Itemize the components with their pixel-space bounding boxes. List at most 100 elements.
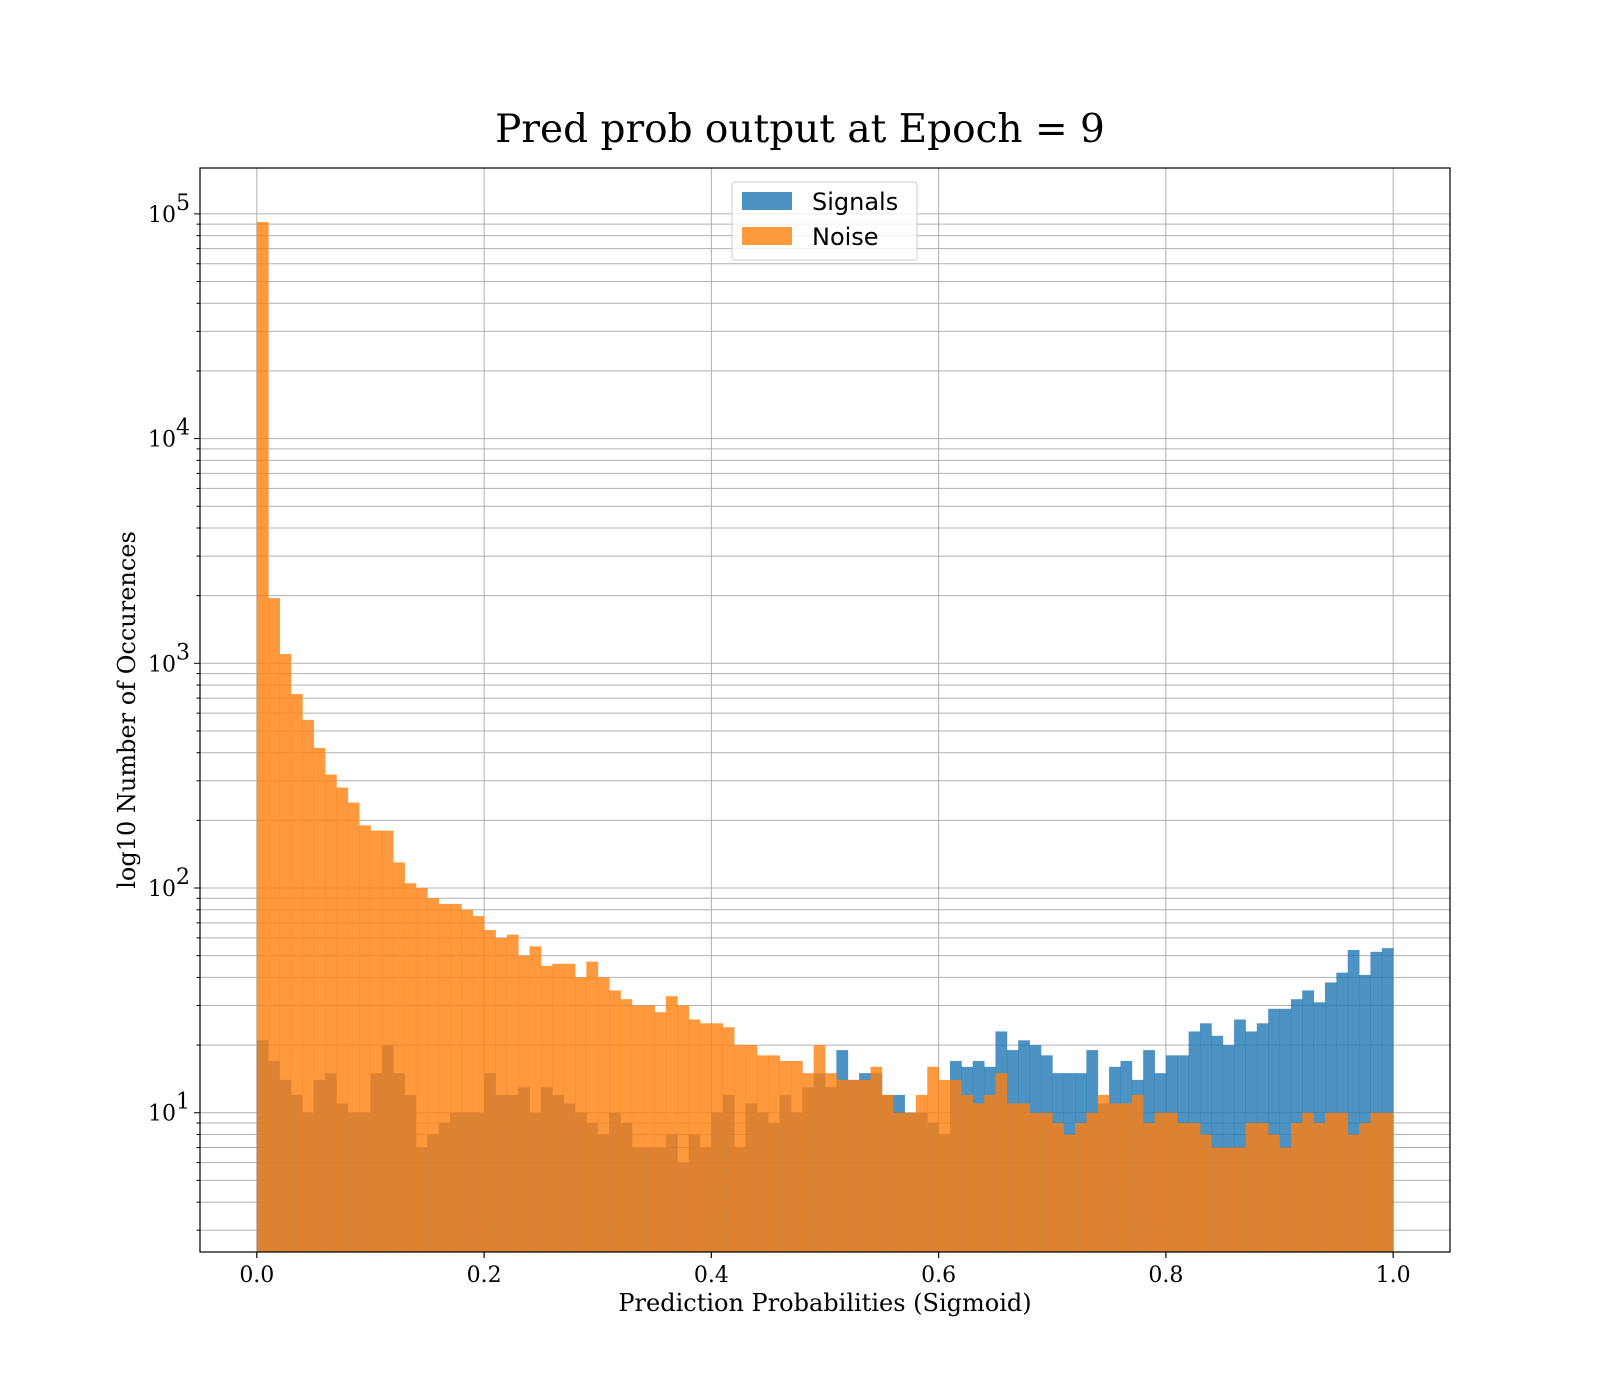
noise-bar — [665, 996, 678, 1252]
noise-bar — [813, 1045, 826, 1252]
noise-bar — [802, 1073, 815, 1252]
noise-bar — [1336, 1112, 1349, 1252]
noise-bar — [336, 787, 349, 1252]
noise-bar — [847, 1079, 860, 1252]
signals-bar — [1268, 1008, 1280, 1252]
noise-bar — [1040, 1112, 1053, 1252]
noise-bar — [790, 1060, 803, 1252]
noise-bar — [1234, 1147, 1246, 1252]
noise-bar — [1131, 1094, 1144, 1252]
signals-bar — [1381, 948, 1394, 1252]
noise-bar — [484, 930, 496, 1252]
noise-bar — [904, 1112, 917, 1252]
noise-bar — [1222, 1147, 1235, 1252]
noise-bar — [1154, 1112, 1167, 1252]
noise-bar — [870, 1066, 883, 1252]
noise-bar — [461, 909, 474, 1252]
chart-title: Pred prob output at Epoch = 9 — [495, 107, 1105, 152]
noise-bar — [381, 830, 394, 1252]
noise-bar — [359, 825, 371, 1252]
signals-bar — [1279, 1008, 1292, 1252]
noise-bar — [313, 747, 326, 1252]
y-tick-label: 10 — [148, 652, 176, 677]
noise-bar — [779, 1060, 792, 1252]
noise-bar — [643, 1005, 655, 1252]
noise-bar — [677, 1005, 690, 1252]
x-tick-label: 1.0 — [1376, 1263, 1411, 1288]
noise-bar — [1075, 1123, 1087, 1252]
noise-bar — [1063, 1134, 1076, 1252]
y-tick-label: 10 — [148, 877, 176, 902]
noise-bar — [518, 955, 530, 1252]
x-axis-ticks: 0.0 0.2 0.4 0.6 0.8 1.0 — [239, 1252, 1411, 1288]
noise-bar — [1256, 1123, 1269, 1252]
noise-bar — [415, 888, 428, 1252]
noise-bar — [268, 598, 280, 1252]
noise-bar — [1347, 1134, 1360, 1252]
noise-bar — [279, 653, 292, 1252]
noise-bar — [290, 694, 303, 1252]
signals-bar — [1347, 949, 1360, 1252]
noise-bar — [563, 963, 576, 1252]
noise-bar — [404, 883, 417, 1252]
noise-bar — [1359, 1123, 1371, 1252]
noise-bar — [495, 937, 508, 1252]
x-tick-label: 0.4 — [694, 1263, 729, 1288]
noise-bar — [984, 1094, 996, 1252]
noise-bar — [1245, 1123, 1258, 1252]
noise-bar — [995, 1073, 1008, 1252]
y-axis-label: log10 Number of Occurences — [113, 531, 141, 889]
noise-bar — [427, 898, 440, 1252]
noise-bar — [768, 1055, 780, 1252]
noise-bar — [972, 1103, 985, 1252]
noise-bar — [961, 1094, 974, 1252]
noise-bar — [609, 990, 621, 1252]
noise-bar — [438, 903, 451, 1252]
noise-bars — [256, 222, 1394, 1253]
noise-bar — [529, 946, 542, 1252]
noise-bar — [597, 977, 610, 1252]
signals-bar — [1234, 1019, 1246, 1252]
noise-bar — [1279, 1147, 1292, 1252]
noise-bar — [1302, 1112, 1315, 1252]
noise-bar — [472, 916, 485, 1252]
noise-bar — [836, 1079, 849, 1252]
noise-bar — [631, 1005, 644, 1252]
signals-bar — [1336, 972, 1349, 1252]
noise-bar — [938, 1079, 951, 1252]
signals-bar — [1211, 1035, 1224, 1252]
legend: Signals Noise — [731, 181, 918, 261]
noise-bar — [1086, 1112, 1099, 1252]
noise-bar — [1211, 1147, 1224, 1252]
y-tick-exponent: 5 — [176, 191, 190, 216]
noise-bar — [620, 999, 633, 1252]
x-tick-label: 0.6 — [921, 1263, 956, 1288]
noise-bar — [1029, 1112, 1042, 1252]
noise-bar — [711, 1023, 724, 1252]
noise-bar — [256, 222, 269, 1253]
y-tick-exponent: 2 — [176, 865, 190, 890]
noise-bar — [1370, 1112, 1383, 1252]
noise-bar — [393, 862, 405, 1252]
noise-bar — [1120, 1103, 1133, 1252]
noise-bar — [1052, 1123, 1065, 1252]
x-axis-label: Prediction Probabilities (Sigmoid) — [618, 1289, 1031, 1317]
noise-bar — [1006, 1103, 1019, 1252]
signals-bar — [1359, 975, 1371, 1252]
legend-swatch-noise — [742, 227, 792, 245]
noise-bar — [1018, 1103, 1030, 1252]
noise-bar — [859, 1079, 871, 1252]
noise-bar — [745, 1045, 758, 1252]
noise-bar — [950, 1079, 962, 1252]
noise-bar — [450, 903, 462, 1252]
plot-frame — [199, 167, 1451, 1253]
noise-bar — [347, 802, 360, 1252]
x-tick-label: 0.8 — [1148, 1263, 1183, 1288]
noise-bar — [688, 1019, 701, 1252]
noise-bar — [1268, 1134, 1280, 1252]
noise-bar — [1188, 1123, 1201, 1252]
noise-bar — [915, 1094, 928, 1252]
